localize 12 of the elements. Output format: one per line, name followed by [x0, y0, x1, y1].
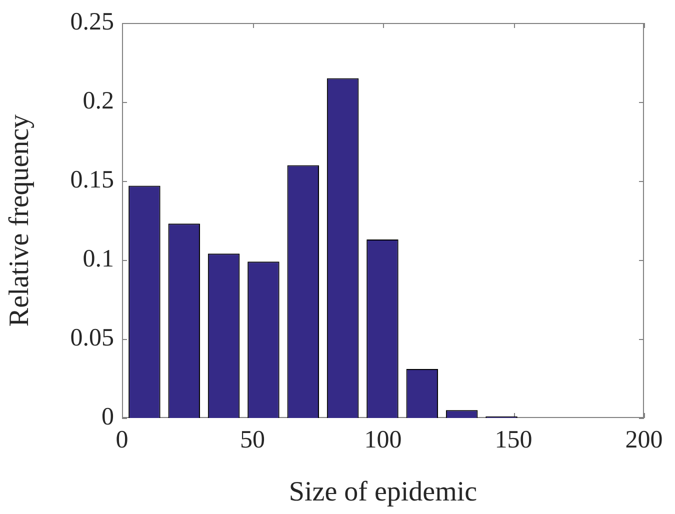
x-tick-label: 100 [364, 426, 402, 454]
x-tick-label: 200 [625, 426, 663, 454]
y-tick-label: 0 [102, 404, 114, 431]
x-tick-label: 50 [240, 426, 265, 454]
y-tick-label: 0.25 [70, 8, 114, 36]
x-axis-title: Size of epidemic [288, 476, 478, 508]
y-tick-label: 0.15 [70, 166, 114, 194]
x-tick-label: 150 [494, 426, 532, 454]
y-tick-label: 0.1 [82, 246, 114, 273]
y-tick-label: 0.2 [82, 88, 114, 115]
y-tick-label: 0.05 [70, 324, 114, 352]
y-axis-title: Relative frequency [4, 114, 36, 327]
